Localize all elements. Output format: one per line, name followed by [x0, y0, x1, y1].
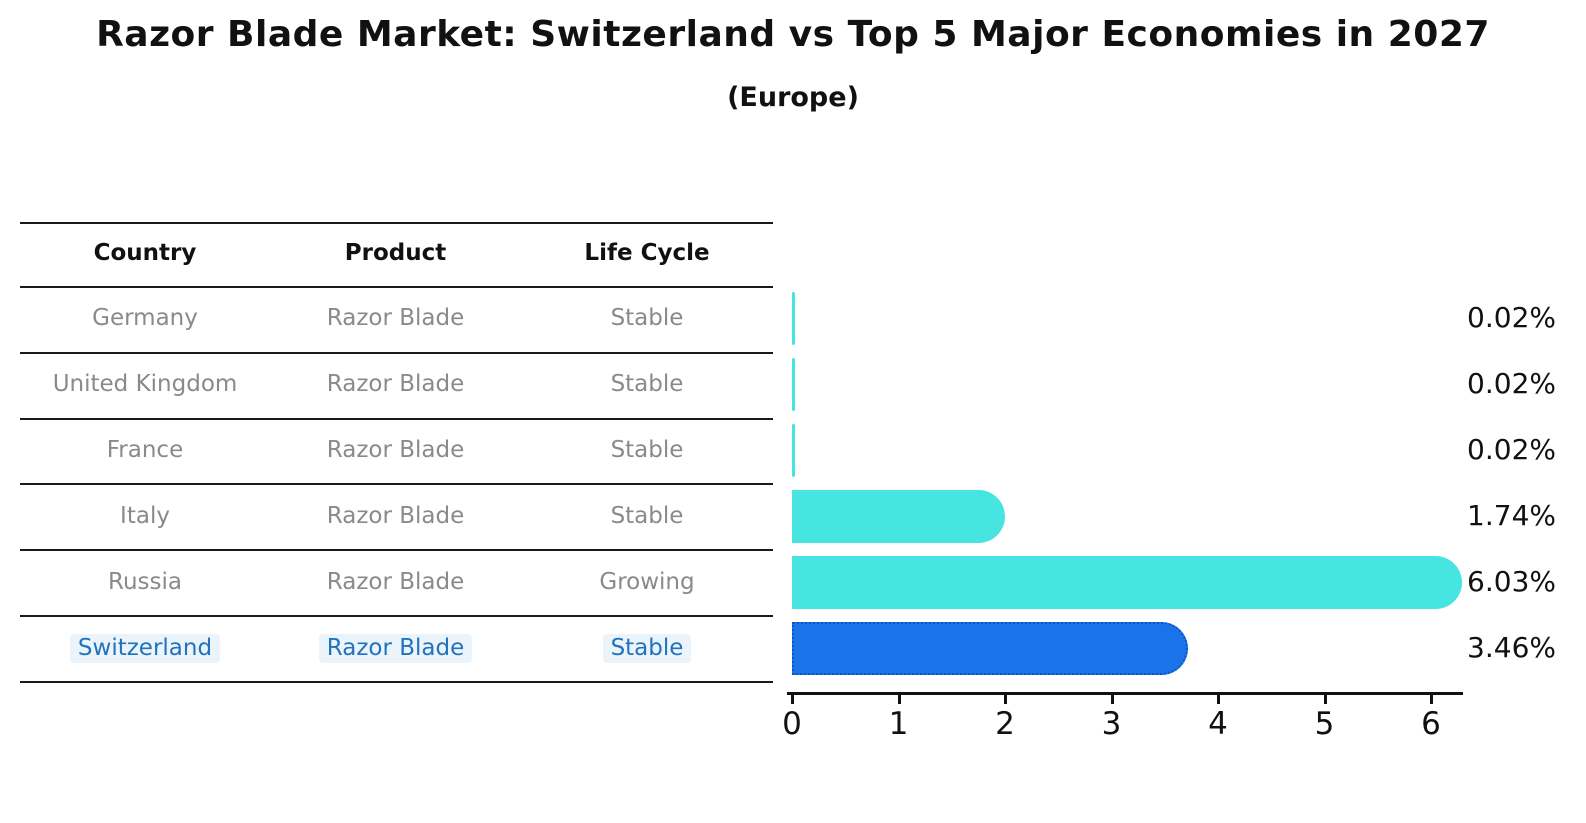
table-row-russia: Russia Razor Blade Growing: [20, 565, 773, 599]
product-cell: Razor Blade: [326, 503, 465, 529]
life-cycle-cell: Growing: [599, 569, 695, 595]
x-axis-tick-label: 2: [995, 706, 1015, 742]
product-cell: Razor Blade: [270, 631, 521, 665]
table-border-top: [20, 222, 773, 224]
country-cell: Switzerland: [20, 631, 270, 665]
life-cycle-cell: Stable: [610, 437, 684, 463]
x-axis-tick-label: 5: [1314, 706, 1335, 742]
column-header-product: Product: [344, 240, 447, 266]
highlight-chip: Razor Blade: [318, 634, 473, 663]
table-border-bottom: [20, 681, 773, 683]
bar-france: [792, 423, 795, 477]
bar-italy: [792, 489, 1006, 543]
table-row-divider: [20, 615, 773, 617]
x-axis-tick-label: 0: [782, 706, 802, 742]
x-axis-tick: [1110, 694, 1114, 704]
x-axis-tick: [1004, 694, 1007, 704]
product-cell: Razor Blade: [326, 305, 465, 331]
table-row-switzerland: Switzerland Razor Blade Stable: [20, 631, 773, 665]
bar-switzerland: [792, 621, 1189, 675]
table-row-divider: [20, 418, 773, 420]
life-cycle-cell: Stable: [521, 631, 773, 665]
x-axis-tick-label: 1: [888, 706, 909, 742]
country-cell: Germany: [92, 305, 198, 331]
table-row-divider: [20, 352, 773, 354]
country-cell: Italy: [120, 503, 170, 529]
x-axis-tick-label: 6: [1421, 706, 1441, 742]
life-cycle-cell: Stable: [610, 305, 684, 331]
life-cycle-cell: Stable: [610, 371, 684, 397]
highlight-chip: Switzerland: [69, 634, 221, 663]
bar-united-kingdom: [792, 357, 795, 411]
table-header-row: Country Product Life Cycle: [20, 236, 773, 270]
product-cell: Razor Blade: [326, 569, 465, 595]
chart-title: Razor Blade Market: Switzerland vs Top 5…: [96, 14, 1490, 55]
value-label-russia: 6.03%: [1467, 565, 1556, 598]
x-axis-line: [787, 692, 1463, 695]
bar-germany: [792, 291, 795, 345]
x-axis-tick: [791, 694, 794, 704]
table-row-divider: [20, 549, 773, 551]
table-row-germany: Germany Razor Blade Stable: [20, 301, 773, 335]
x-axis-tick: [1323, 694, 1327, 704]
country-cell: Russia: [108, 569, 182, 595]
country-cell: United Kingdom: [52, 371, 238, 397]
value-label-germany: 0.02%: [1467, 301, 1556, 334]
country-cell: France: [106, 437, 184, 463]
column-header-life-cycle: Life Cycle: [584, 240, 710, 266]
table-row-divider: [20, 483, 773, 485]
product-cell: Razor Blade: [326, 437, 465, 463]
product-cell: Razor Blade: [326, 371, 465, 397]
x-axis-tick: [897, 694, 901, 704]
x-axis-tick-label: 3: [1101, 706, 1122, 742]
table-row-united-kingdom: United Kingdom Razor Blade Stable: [20, 367, 773, 401]
value-label-united-kingdom: 0.02%: [1467, 367, 1556, 400]
value-label-italy: 1.74%: [1467, 499, 1556, 532]
table-row-france: France Razor Blade Stable: [20, 433, 773, 467]
chart-subtitle: (Europe): [727, 82, 859, 113]
value-label-switzerland: 3.46%: [1467, 631, 1556, 664]
table-header-divider: [20, 286, 773, 288]
column-header-country: Country: [93, 240, 197, 266]
x-axis-tick-label: 4: [1208, 706, 1228, 742]
life-cycle-cell: Stable: [610, 503, 684, 529]
bar-russia: [792, 555, 1463, 609]
table-row-italy: Italy Razor Blade Stable: [20, 499, 773, 533]
x-axis-tick: [1430, 694, 1433, 704]
value-label-france: 0.02%: [1467, 433, 1556, 466]
x-axis-tick: [1217, 694, 1220, 704]
highlight-chip: Stable: [602, 634, 692, 663]
